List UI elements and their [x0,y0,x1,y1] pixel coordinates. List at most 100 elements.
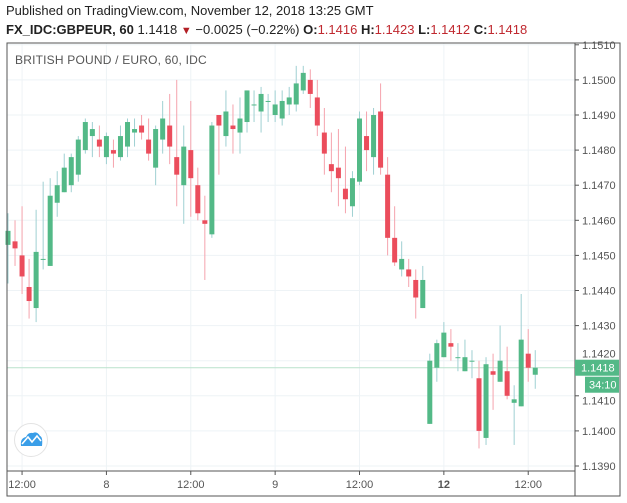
candle-body [139,125,145,133]
candle-body [314,97,320,126]
candle-body [5,230,11,245]
candle [321,107,327,175]
grid-lines [7,43,575,471]
candle [209,122,215,238]
candle-body [307,79,313,94]
candle [47,178,53,266]
candle-body [26,286,32,302]
candle [413,269,419,319]
candle-body [265,100,271,102]
y-tick-label: 1.1460 [582,215,616,227]
candle-body [378,111,384,168]
candle-body [300,72,306,91]
candle [525,329,531,382]
candle [103,132,109,165]
candle-body [47,195,53,266]
candle [406,258,412,287]
candle [167,93,173,165]
candle [61,153,67,193]
low-value: 1.1412 [430,22,471,37]
candle [497,325,503,382]
candle-body [469,360,475,362]
candle [174,79,180,207]
candle [532,350,538,389]
candle-body [455,357,461,359]
countdown-label: 34:10 [589,380,617,392]
y-tick-label: 1.1450 [582,250,616,262]
x-tick-label: 12:00 [177,479,205,491]
x-tick-label: 9 [272,479,278,491]
candle [335,129,341,207]
y-tick-label: 1.1440 [582,286,616,298]
candle [314,79,320,137]
candle-body [167,125,173,147]
x-tick-label: 12:00 [8,479,36,491]
candle-body [132,129,138,133]
candle-body [293,83,299,105]
candle [364,111,370,172]
x-tick-label: 12:00 [346,479,374,491]
candle-body [110,150,116,154]
tradingview-cloud-icon[interactable] [14,423,48,457]
candle [434,339,440,382]
candle [265,93,271,123]
candle [483,357,489,445]
y-tick-label: 1.1400 [582,426,616,438]
open-value: 1.1416 [317,22,358,37]
candle [504,346,510,400]
candle-body [89,129,95,137]
candle [19,206,25,295]
candle-body [518,339,524,407]
candle-body [504,371,510,396]
candle [40,181,46,270]
candle [441,322,447,358]
candle-body [209,125,215,235]
high-label: H: [360,22,375,37]
candle-body [160,118,166,140]
candle [307,69,313,108]
last-price: 1.1418 [137,22,178,37]
candle [286,86,292,115]
candle-body [272,104,278,115]
candle-body [181,146,187,186]
candle [230,104,236,154]
candle-body [434,343,440,368]
candle-body [68,157,74,186]
candle-body [33,251,39,309]
candle-body [462,357,468,372]
candle [462,339,468,372]
price-change: −0.0025 (−0.22%) [195,22,300,37]
candle [202,195,208,280]
candle-body [335,167,341,179]
countdown-badge [585,376,619,393]
y-tick-label: 1.1470 [582,180,616,192]
candle-body [82,122,88,151]
candle-body [54,185,60,203]
candle [195,167,201,221]
candle [110,139,116,168]
candle-body [483,364,489,438]
candle-body [195,185,201,214]
candle [96,125,102,158]
candle-body [146,139,152,154]
candle-body [490,371,496,375]
candle-body [251,104,257,106]
candle-body [19,255,25,277]
high-value: 1.1423 [374,22,415,37]
candle [33,209,39,323]
x-tick-label: 12:00 [514,479,542,491]
candle [448,329,454,361]
candle [89,122,95,158]
candle [117,125,123,161]
candle [251,90,257,123]
candle [160,100,166,154]
candle [68,153,74,193]
candle [511,385,517,445]
low-label: L: [418,22,431,37]
candle-body [286,97,292,105]
candle-body [230,125,236,130]
candle-body [75,139,81,175]
chart-title: BRITISH POUND / EURO, 60, IDC [15,53,207,67]
candle-body [532,367,538,375]
